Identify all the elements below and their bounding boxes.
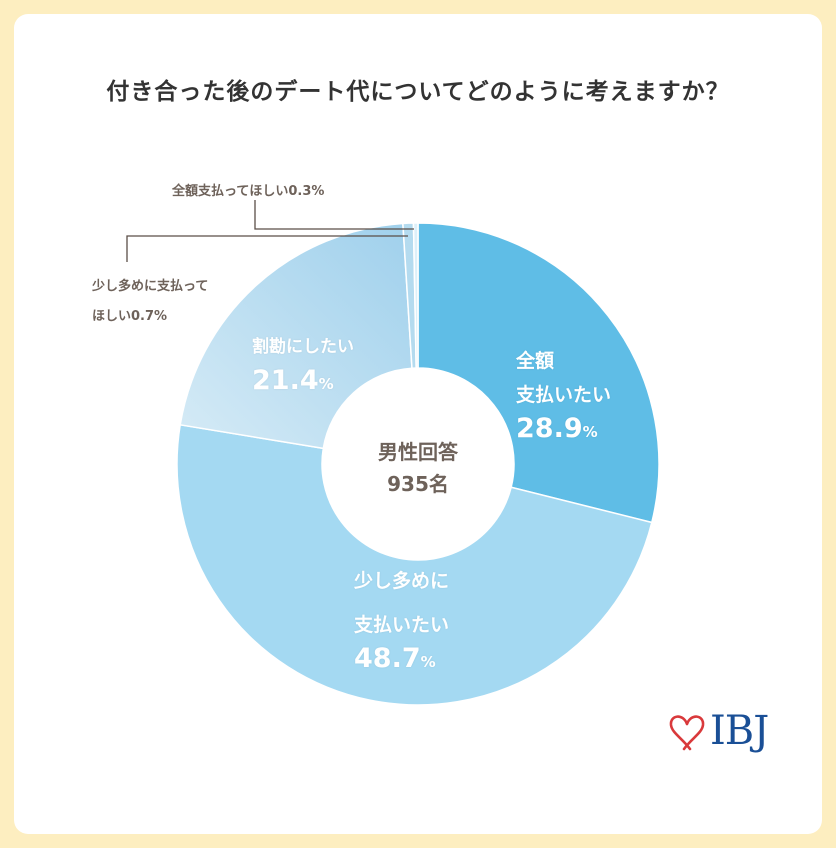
leader-line-0.3 <box>254 200 414 230</box>
value-label: 21.4 <box>252 365 319 396</box>
value-label: 28.9 <box>516 413 583 444</box>
center-label: 男性回答 935名 <box>378 440 458 496</box>
label-want-full: 全額支払ってほしい0.3% <box>172 184 325 199</box>
label-text: 割勘にしたい <box>252 337 354 357</box>
label-text: 少し多めに <box>354 570 450 592</box>
slice-全額支払ってほしい <box>412 222 419 369</box>
heart-icon <box>669 715 705 751</box>
ibj-logo: IBJ <box>668 708 769 754</box>
label-full-pay: 全額 支払いたい 28.9% <box>516 344 611 449</box>
label-pay-more: 少し多めに 支払いたい 48.7% <box>354 564 449 679</box>
label-text: 支払いたい <box>516 384 612 406</box>
label-split: 割勘にしたい 21.4% <box>252 330 354 401</box>
label-text: 全額 <box>516 350 555 372</box>
slice-少し多めに支払いたい <box>176 423 653 706</box>
leader-line-0.7 <box>126 235 408 262</box>
slice-全額支払いたい <box>417 222 660 524</box>
label-want-more: 少し多めに支払って ほしい0.7% <box>92 279 209 324</box>
chart-title: 付き合った後のデート代についてどのように考えますか？ <box>106 79 730 105</box>
label-text: 支払いたい <box>354 614 450 636</box>
value-label: 48.7 <box>354 643 421 674</box>
